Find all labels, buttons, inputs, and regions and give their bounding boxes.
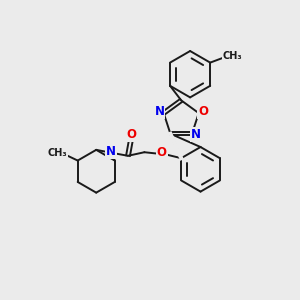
Text: CH₃: CH₃ [48, 148, 68, 158]
Text: N: N [154, 105, 164, 119]
Text: CH₃: CH₃ [223, 51, 243, 62]
Text: N: N [191, 128, 201, 141]
Text: N: N [106, 145, 116, 158]
Text: O: O [126, 128, 136, 141]
Text: O: O [157, 146, 166, 159]
Text: O: O [198, 105, 208, 119]
